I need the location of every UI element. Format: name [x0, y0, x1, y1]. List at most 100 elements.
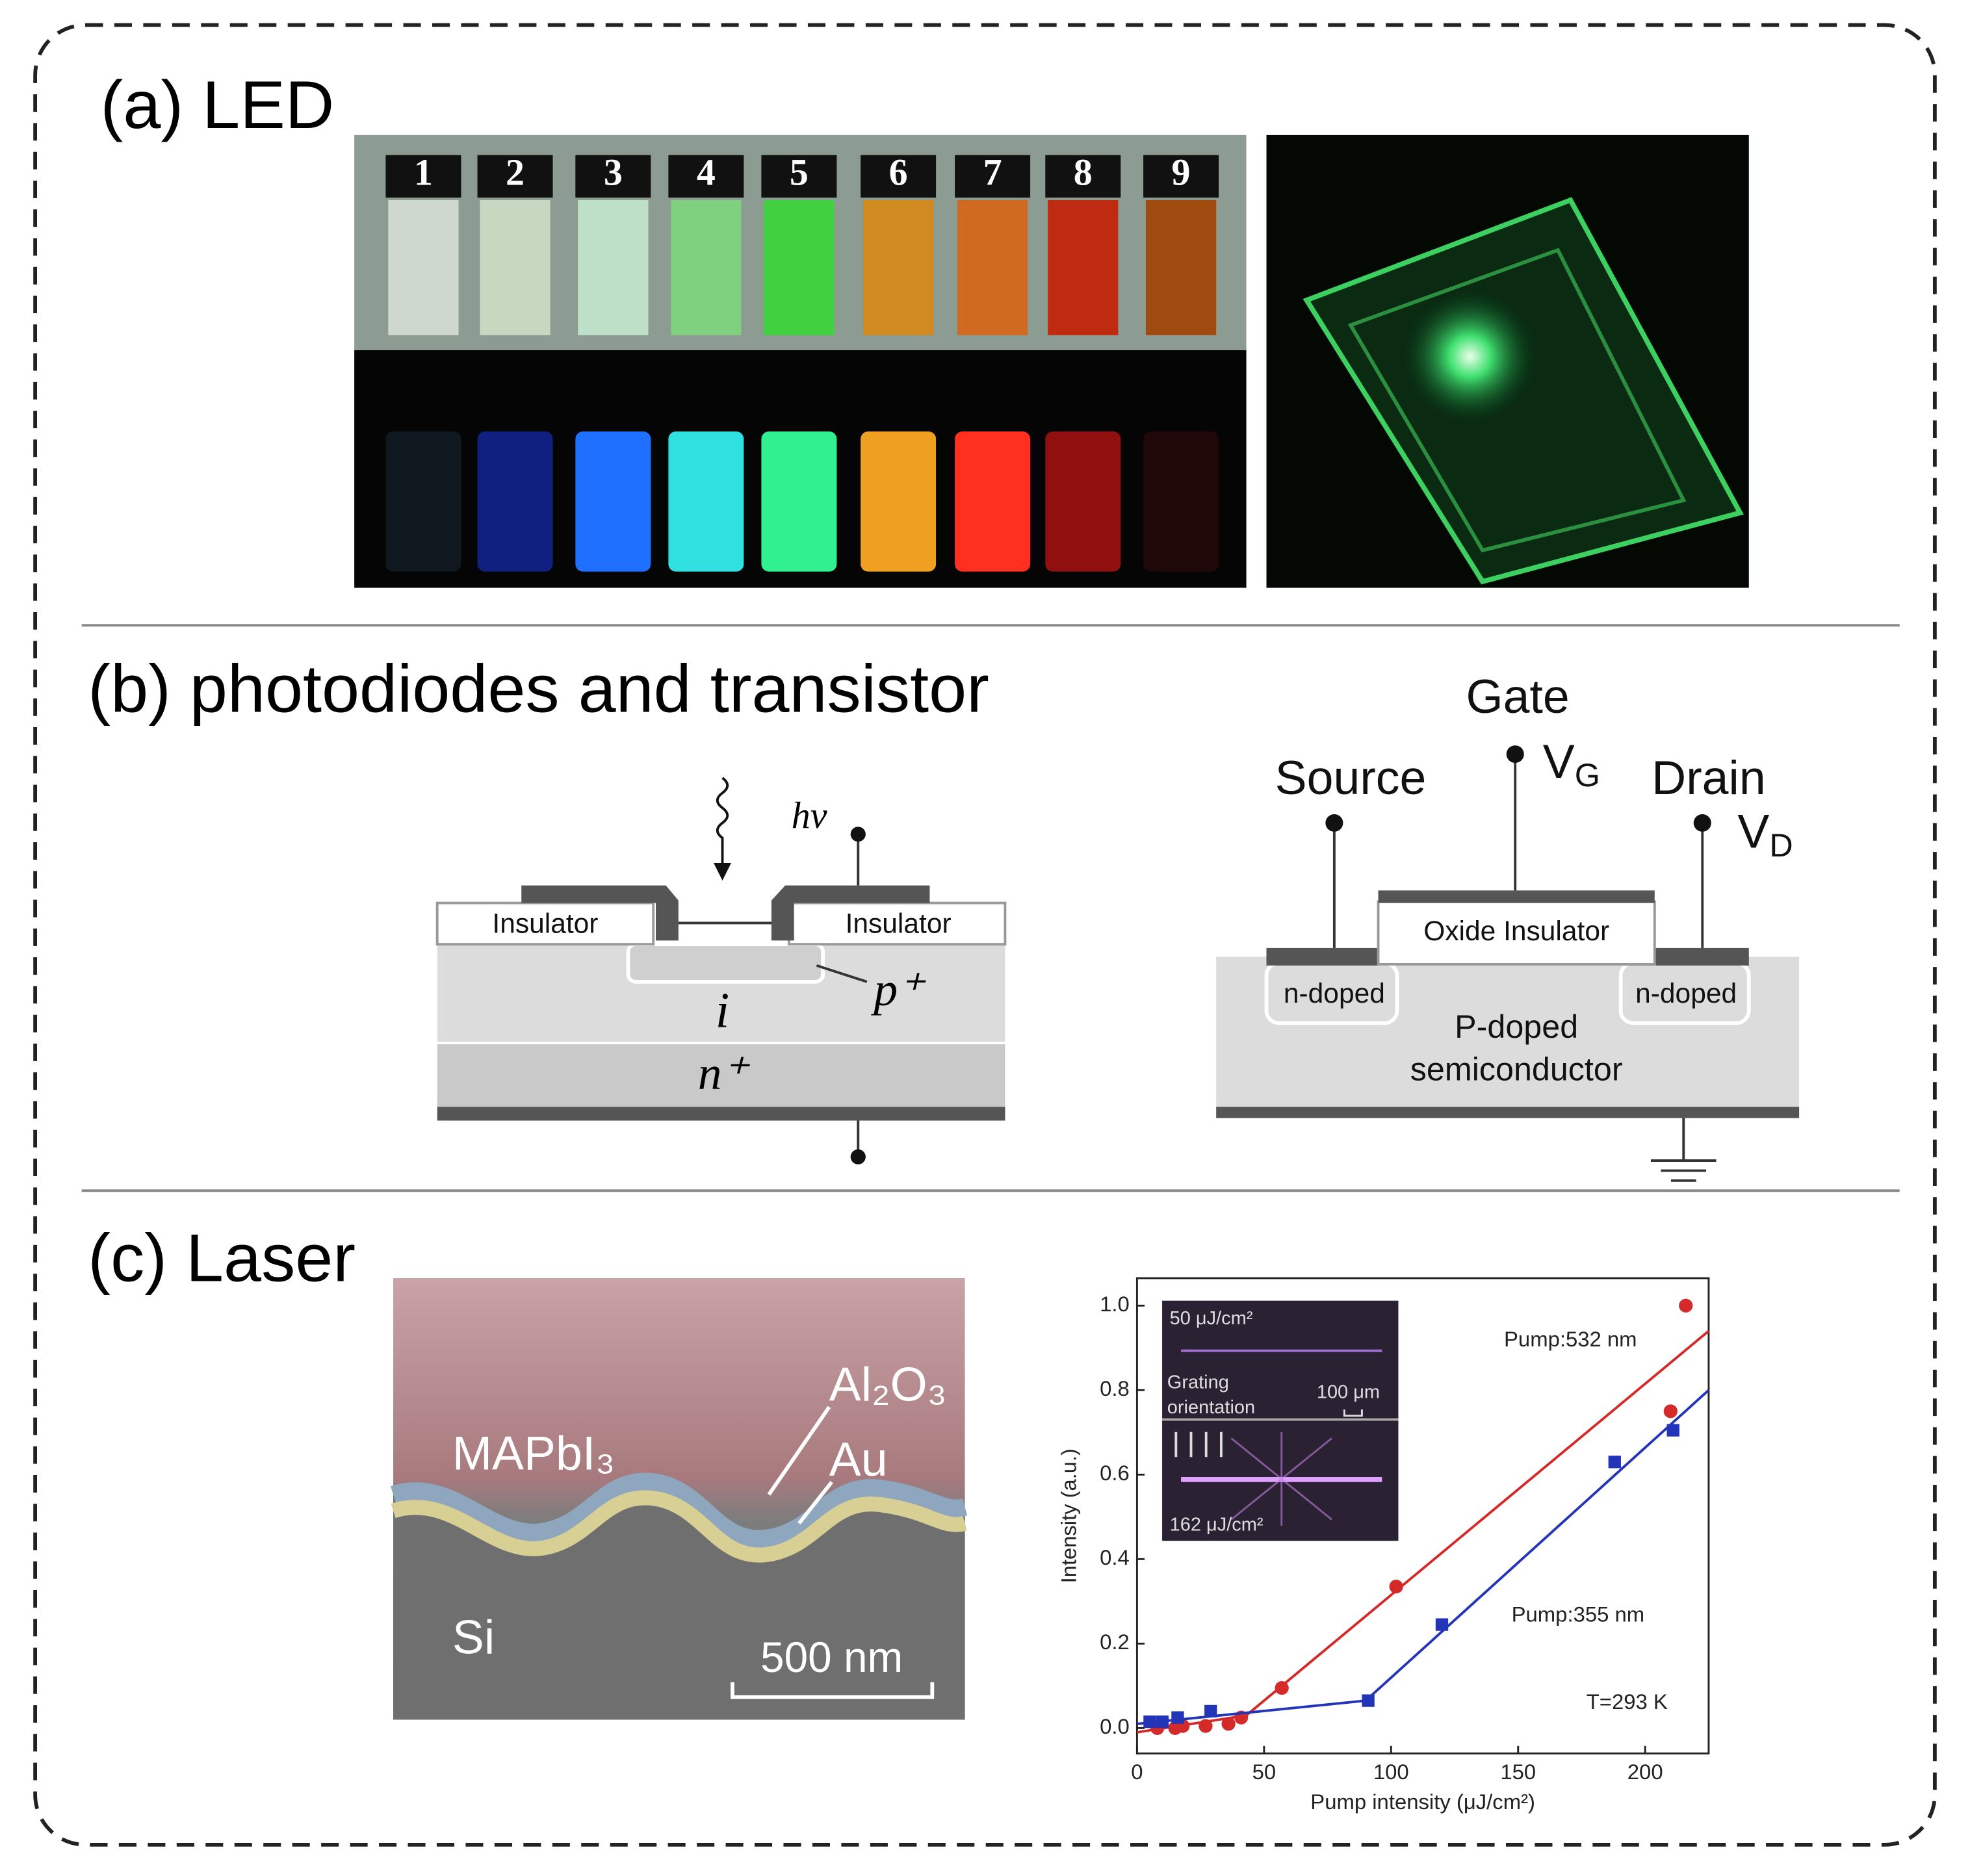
- vial-glow: [477, 431, 553, 572]
- vial-glow: [861, 431, 937, 572]
- point: [1663, 1404, 1678, 1419]
- layer-label: i: [716, 983, 729, 1038]
- vial: [862, 199, 934, 335]
- vial-glow: [575, 431, 651, 572]
- series-label: Pump:532 nm: [1504, 1327, 1637, 1351]
- x-tick-label: 150: [1500, 1760, 1536, 1784]
- vial-number: 4: [697, 151, 716, 194]
- sem-label: Si: [452, 1611, 495, 1664]
- point: [1204, 1704, 1217, 1717]
- light-label: hν: [792, 794, 827, 836]
- vial-photo: 1 2 3 4 5 6 7 8 9: [354, 135, 1247, 588]
- annotation: T=293 K: [1587, 1690, 1668, 1714]
- vial-number: 2: [506, 151, 525, 194]
- inset-label: 100 μm: [1317, 1382, 1380, 1403]
- vial: [578, 199, 649, 335]
- vial-number: 6: [889, 151, 908, 194]
- panel-title: (a) LED: [101, 68, 335, 143]
- point: [1143, 1715, 1156, 1728]
- inset-label: 162 μJ/cm²: [1170, 1515, 1264, 1535]
- layer-label: Insulator: [846, 908, 952, 939]
- vial-cap: [668, 155, 744, 198]
- point: [1156, 1715, 1169, 1728]
- x-tick-label: 0: [1131, 1760, 1143, 1784]
- voltage-label: VG: [1543, 735, 1600, 793]
- vial-number: 3: [604, 151, 623, 194]
- vial-cap: [955, 155, 1031, 198]
- y-tick-label: 1.0: [1100, 1292, 1130, 1316]
- point: [1171, 1711, 1184, 1724]
- symbol: V: [1543, 735, 1575, 788]
- subscript: D: [1769, 827, 1793, 864]
- x-tick-label: 50: [1252, 1760, 1277, 1784]
- vial-cap: [1143, 155, 1219, 198]
- terminal-label: Gate: [1466, 670, 1569, 723]
- vial-number: 1: [414, 151, 433, 194]
- point: [1608, 1456, 1621, 1469]
- layer-label: n-doped: [1635, 978, 1737, 1009]
- vial-glow: [955, 431, 1031, 572]
- inset-label: 50 μJ/cm²: [1170, 1308, 1253, 1329]
- terminal-label: Source: [1275, 751, 1427, 804]
- vial: [957, 199, 1028, 335]
- point: [1666, 1424, 1679, 1437]
- device-photo: [1266, 135, 1749, 588]
- point: [1435, 1618, 1449, 1631]
- vial-cap: [761, 155, 837, 198]
- point: [1221, 1717, 1236, 1731]
- vial-cap: [477, 155, 553, 198]
- vial: [480, 199, 551, 335]
- sem-label: Al₂O₃: [829, 1358, 947, 1411]
- sem-label: Au: [829, 1433, 888, 1486]
- panel-title: (b) photodiodes and transistor: [88, 652, 989, 727]
- layer-label: n-doped: [1284, 978, 1385, 1009]
- vial: [671, 199, 742, 335]
- y-tick-label: 0.2: [1100, 1630, 1130, 1654]
- vial-number: 5: [790, 151, 809, 194]
- point: [1199, 1719, 1213, 1733]
- vial-number: 8: [1074, 151, 1093, 194]
- vial-number: 7: [983, 151, 1002, 194]
- x-axis-label: Pump intensity (μJ/cm²): [1310, 1790, 1535, 1814]
- layer-label: Insulator: [492, 908, 598, 939]
- vial-glow: [1143, 431, 1219, 572]
- vial: [764, 199, 835, 335]
- photodiode-diagram: [435, 777, 1007, 1164]
- layer-label: P-doped: [1455, 1009, 1578, 1045]
- vial-cap: [861, 155, 937, 198]
- y-axis-label: Intensity (a.u.): [1057, 1448, 1081, 1583]
- vial-cap: [1045, 155, 1121, 198]
- inset: [1162, 1300, 1399, 1541]
- inset-label: orientation: [1167, 1397, 1255, 1418]
- y-tick-label: 0.4: [1100, 1545, 1130, 1569]
- subscript: G: [1575, 757, 1600, 793]
- chart: 0 50 100 150 200 0.0 0.2 0.4 0.6 0.8 1.0 Pump inten…: [1057, 1277, 1710, 1814]
- voltage-label: VD: [1737, 805, 1793, 864]
- x-tick-label: 100: [1373, 1760, 1409, 1784]
- vial-glow: [385, 431, 461, 572]
- transistor-diagram: [1216, 745, 1800, 1182]
- y-tick-label: 0.8: [1100, 1376, 1130, 1400]
- layer-label: p⁺: [870, 963, 926, 1016]
- x-tick-label: 200: [1627, 1760, 1663, 1784]
- y-tick-label: 0.6: [1100, 1461, 1130, 1485]
- point: [1389, 1580, 1403, 1594]
- symbol: V: [1737, 805, 1769, 858]
- sem-label: MAPbI₃: [452, 1427, 615, 1480]
- vial: [1145, 199, 1217, 335]
- point: [1362, 1694, 1375, 1707]
- vial-glow: [761, 431, 837, 572]
- vial-cap: [575, 155, 651, 198]
- point: [1679, 1298, 1693, 1313]
- vial-cap: [385, 155, 461, 198]
- border: [33, 23, 1937, 1847]
- sem-image: [390, 1278, 968, 1720]
- terminal-label: Drain: [1652, 751, 1766, 804]
- layer-label: n⁺: [698, 1047, 751, 1099]
- vial-glow: [668, 431, 744, 572]
- vial: [388, 199, 459, 335]
- layer-label: semiconductor: [1410, 1051, 1623, 1088]
- vial: [1048, 199, 1119, 335]
